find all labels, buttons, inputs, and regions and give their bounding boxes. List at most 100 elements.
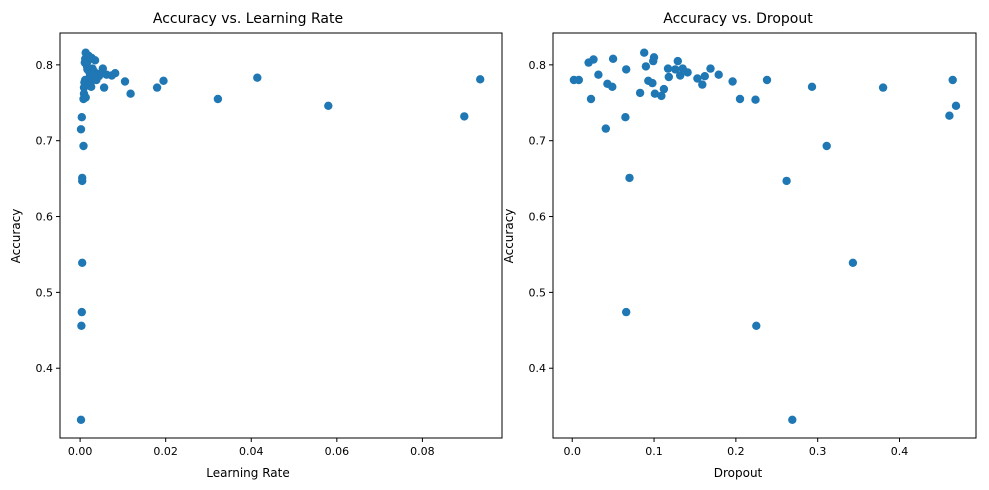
data-point: [676, 71, 685, 80]
data-point: [948, 75, 957, 85]
data-point: [848, 258, 858, 267]
y-tick-label: 0.6: [36, 211, 54, 224]
x-axis-label: Learning Rate: [206, 466, 289, 480]
data-point: [152, 83, 162, 92]
data-point: [76, 125, 86, 134]
data-point: [762, 75, 772, 85]
data-point: [159, 76, 168, 86]
data-point: [673, 56, 682, 66]
data-point: [788, 415, 797, 424]
data-point: [700, 72, 709, 81]
y-tick-label: 0.8: [529, 59, 547, 72]
x-tick-label: 0.00: [68, 445, 93, 458]
data-point: [99, 83, 109, 92]
plot-frame: [59, 32, 503, 439]
data-point: [693, 74, 702, 83]
data-point: [574, 75, 583, 85]
scatter-points: [76, 48, 485, 424]
data-point: [951, 101, 961, 111]
data-point: [663, 64, 673, 73]
data-point: [698, 80, 707, 89]
data-point: [625, 173, 634, 183]
data-point: [98, 64, 108, 73]
y-tick-label: 0.5: [36, 286, 54, 299]
data-point: [78, 258, 87, 267]
data-point: [714, 70, 723, 79]
data-point: [90, 56, 100, 65]
data-point: [621, 113, 630, 122]
data-point: [822, 141, 831, 151]
data-point: [728, 77, 737, 86]
data-point: [589, 55, 598, 64]
chart-title: Accuracy vs. Learning Rate: [153, 11, 343, 27]
data-point: [78, 173, 87, 183]
data-point: [945, 111, 954, 120]
data-point: [77, 113, 87, 122]
y-axis-label: Accuracy: [502, 209, 516, 264]
data-point: [253, 73, 262, 82]
x-tick-label: 0.1: [645, 445, 663, 458]
data-point: [608, 82, 617, 92]
data-point: [81, 93, 90, 102]
data-point: [213, 94, 223, 104]
data-point: [601, 124, 610, 133]
data-point: [683, 68, 692, 77]
y-tick-label: 0.6: [529, 211, 547, 224]
data-point: [641, 62, 651, 71]
data-point: [664, 72, 673, 82]
y-tick-label: 0.8: [36, 59, 54, 72]
y-axis-label: Accuracy: [9, 209, 23, 264]
y-tick-label: 0.5: [529, 286, 547, 299]
y-tick-label: 0.4: [529, 362, 547, 375]
dropout-scatter-panel: Accuracy vs. Dropout Dropout Accuracy 0.…: [502, 11, 977, 480]
x-tick-label: 0.0: [563, 445, 581, 458]
scatter-points: [569, 48, 961, 424]
data-point: [77, 321, 86, 330]
learning-rate-scatter-panel: Accuracy vs. Learning Rate Learning Rate…: [9, 11, 503, 480]
data-point: [671, 65, 680, 74]
data-point: [735, 94, 745, 104]
data-point: [807, 82, 817, 92]
y-tick-label: 0.4: [36, 362, 54, 375]
data-point: [706, 64, 715, 73]
data-point: [77, 307, 87, 317]
data-point: [657, 91, 666, 101]
data-point: [650, 89, 660, 98]
data-point: [586, 94, 596, 104]
data-point: [622, 65, 631, 74]
chart-title: Accuracy vs. Dropout: [663, 11, 813, 27]
data-point: [79, 141, 88, 151]
plot-frame: [552, 32, 977, 439]
x-tick-label: 0.08: [410, 445, 435, 458]
x-tick-label: 0.4: [891, 445, 909, 458]
data-point: [649, 53, 659, 62]
data-point: [659, 84, 669, 94]
data-point: [878, 83, 888, 92]
y-tick-label: 0.7: [529, 135, 547, 148]
x-tick-label: 0.2: [727, 445, 745, 458]
data-point: [87, 82, 96, 92]
data-point: [594, 70, 603, 79]
data-point: [635, 88, 645, 98]
data-point: [640, 48, 649, 57]
x-axis-label: Dropout: [714, 466, 763, 480]
data-point: [476, 75, 485, 84]
data-point: [782, 176, 791, 186]
data-point: [648, 78, 657, 88]
data-point: [622, 307, 631, 317]
x-tick-label: 0.04: [239, 445, 264, 458]
data-point: [76, 415, 86, 424]
y-tick-label: 0.7: [36, 135, 54, 148]
data-point: [324, 101, 333, 111]
x-tick-label: 0.06: [325, 445, 350, 458]
data-point: [126, 89, 135, 98]
data-point: [608, 54, 618, 63]
data-point: [460, 112, 469, 121]
data-point: [120, 77, 130, 86]
data-point: [111, 69, 120, 78]
x-tick-label: 0.02: [153, 445, 178, 458]
x-tick-label: 0.3: [809, 445, 827, 458]
data-point: [752, 321, 761, 330]
data-point: [751, 95, 760, 104]
